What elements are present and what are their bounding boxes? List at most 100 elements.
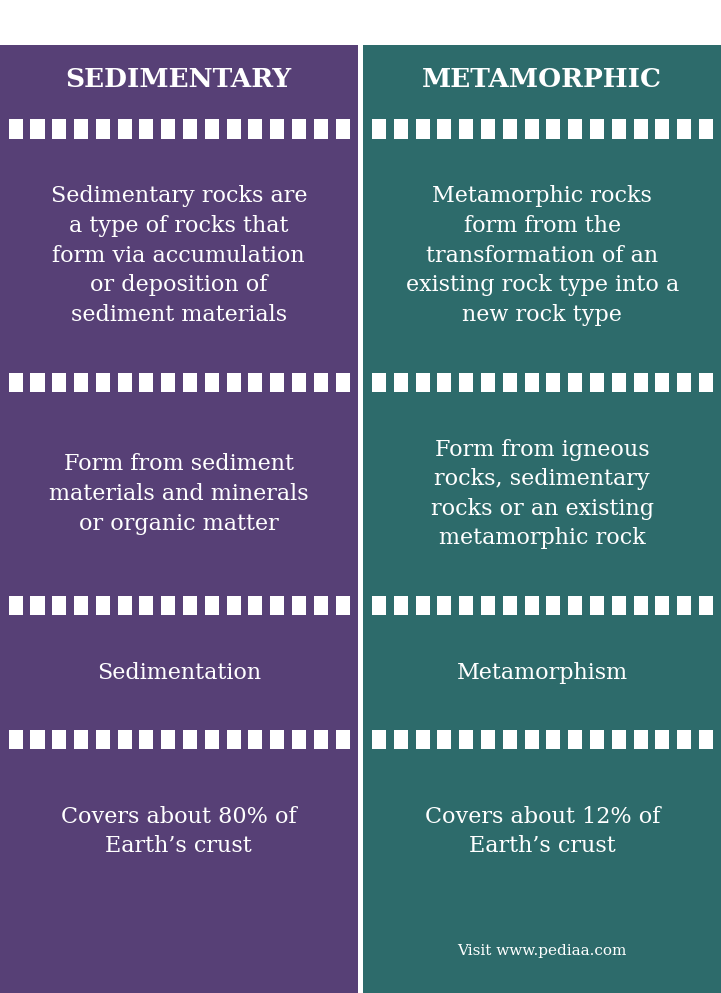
Bar xyxy=(226,119,241,139)
Bar xyxy=(0,45,358,114)
Bar xyxy=(0,755,358,909)
Bar xyxy=(525,730,539,750)
Bar xyxy=(699,730,713,750)
Bar xyxy=(0,909,358,993)
Bar xyxy=(611,730,626,750)
Bar xyxy=(335,596,350,616)
Bar xyxy=(590,730,604,750)
Bar xyxy=(547,730,560,750)
Bar xyxy=(438,119,451,139)
Bar xyxy=(0,725,358,755)
Bar xyxy=(0,114,358,144)
Bar xyxy=(9,730,23,750)
Bar xyxy=(248,730,262,750)
Bar xyxy=(547,372,560,392)
Bar xyxy=(503,730,517,750)
Bar xyxy=(459,119,473,139)
Text: Visit www.pediaa.com: Visit www.pediaa.com xyxy=(458,943,627,958)
Bar xyxy=(634,372,647,392)
Bar xyxy=(162,730,175,750)
Bar xyxy=(363,45,721,114)
Bar xyxy=(162,596,175,616)
Bar xyxy=(205,119,219,139)
Bar xyxy=(183,596,197,616)
Bar xyxy=(481,119,495,139)
Bar xyxy=(30,596,45,616)
Bar xyxy=(162,119,175,139)
Bar xyxy=(270,119,284,139)
Bar xyxy=(292,119,306,139)
Bar xyxy=(205,730,219,750)
Bar xyxy=(292,730,306,750)
Bar xyxy=(205,372,219,392)
Bar xyxy=(655,372,669,392)
Bar xyxy=(438,372,451,392)
Bar xyxy=(459,372,473,392)
Bar xyxy=(459,730,473,750)
Bar xyxy=(335,119,350,139)
Bar xyxy=(503,596,517,616)
Bar xyxy=(0,0,721,45)
Bar xyxy=(270,596,284,616)
Text: Form from sediment
materials and minerals
or organic matter: Form from sediment materials and mineral… xyxy=(49,454,309,534)
Bar xyxy=(363,367,721,397)
Bar xyxy=(634,596,647,616)
Bar xyxy=(74,372,88,392)
Bar xyxy=(677,596,691,616)
Bar xyxy=(248,119,262,139)
Bar xyxy=(590,596,604,616)
Bar xyxy=(634,730,647,750)
Bar xyxy=(363,621,721,725)
Bar xyxy=(394,119,408,139)
Bar xyxy=(96,596,110,616)
Bar xyxy=(568,119,583,139)
Bar xyxy=(52,119,66,139)
Text: Sedimentation: Sedimentation xyxy=(97,661,261,684)
Bar xyxy=(568,730,583,750)
Bar xyxy=(372,596,386,616)
Text: Covers about 12% of
Earth’s crust: Covers about 12% of Earth’s crust xyxy=(425,805,660,858)
Bar xyxy=(139,119,154,139)
Bar xyxy=(363,144,721,367)
Bar xyxy=(655,730,669,750)
Bar xyxy=(314,730,328,750)
Bar xyxy=(655,596,669,616)
Bar xyxy=(568,596,583,616)
Bar xyxy=(118,372,132,392)
Bar xyxy=(248,372,262,392)
Bar xyxy=(525,372,539,392)
Bar xyxy=(677,372,691,392)
Bar xyxy=(438,596,451,616)
Bar xyxy=(363,725,721,755)
Bar xyxy=(699,372,713,392)
Bar xyxy=(226,372,241,392)
Bar xyxy=(611,372,626,392)
Bar xyxy=(0,591,358,621)
Bar xyxy=(358,0,363,993)
Bar xyxy=(335,730,350,750)
Bar xyxy=(394,372,408,392)
Bar xyxy=(96,372,110,392)
Bar xyxy=(292,372,306,392)
Text: Metamorphism: Metamorphism xyxy=(456,661,628,684)
Bar xyxy=(96,730,110,750)
Bar xyxy=(503,119,517,139)
Bar xyxy=(183,119,197,139)
Bar xyxy=(270,730,284,750)
Bar xyxy=(30,372,45,392)
Text: Sedimentary rocks are
a type of rocks that
form via accumulation
or deposition o: Sedimentary rocks are a type of rocks th… xyxy=(50,186,307,326)
Bar xyxy=(74,119,88,139)
Bar xyxy=(547,119,560,139)
Bar xyxy=(0,621,358,725)
Bar xyxy=(634,119,647,139)
Bar xyxy=(162,372,175,392)
Bar xyxy=(139,372,154,392)
Bar xyxy=(363,755,721,909)
Bar xyxy=(611,596,626,616)
Bar xyxy=(677,119,691,139)
Bar xyxy=(415,372,430,392)
Bar xyxy=(481,596,495,616)
Bar xyxy=(503,372,517,392)
Bar xyxy=(30,119,45,139)
Bar xyxy=(438,730,451,750)
